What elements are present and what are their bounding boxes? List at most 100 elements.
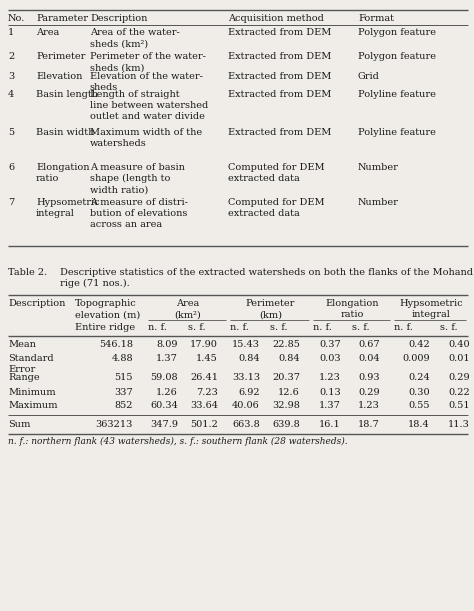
Text: Mean: Mean [8,340,36,349]
Text: n. f.: n. f. [313,323,332,332]
Text: 33.13: 33.13 [232,373,260,382]
Text: 0.29: 0.29 [358,388,380,397]
Text: 11.3: 11.3 [448,420,470,429]
Text: 7.23: 7.23 [196,388,218,397]
Text: Elongation
ratio: Elongation ratio [326,299,379,319]
Text: Perimeter
(km): Perimeter (km) [246,299,295,319]
Text: Perimeter of the water-
sheds (km): Perimeter of the water- sheds (km) [90,52,206,72]
Text: Maximum width of the
watersheds: Maximum width of the watersheds [90,128,202,148]
Text: rige (71 nos.).: rige (71 nos.). [60,279,130,288]
Text: Descriptive statistics of the extracted watersheds on both the flanks of the Moh: Descriptive statistics of the extracted … [60,268,473,277]
Text: Format: Format [358,14,394,23]
Text: Description: Description [90,14,147,23]
Text: 0.84: 0.84 [238,354,260,363]
Text: No.: No. [8,14,26,23]
Text: s. f.: s. f. [352,323,370,332]
Text: Length of straight
line between watershed
outlet and water divide: Length of straight line between watershe… [90,90,208,121]
Text: n. f.: n. f. [148,323,167,332]
Text: Extracted from DEM: Extracted from DEM [228,52,331,61]
Text: 12.6: 12.6 [278,388,300,397]
Text: 1.26: 1.26 [156,388,178,397]
Text: Topographic
elevation (m): Topographic elevation (m) [75,299,140,319]
Text: Polyline feature: Polyline feature [358,128,436,137]
Text: n. f.: n. f. [230,323,249,332]
Text: Number: Number [358,198,399,207]
Text: Perimeter: Perimeter [36,52,85,61]
Text: Extracted from DEM: Extracted from DEM [228,90,331,99]
Text: Polygon feature: Polygon feature [358,52,436,61]
Text: 26.41: 26.41 [190,373,218,382]
Text: 18.7: 18.7 [358,420,380,429]
Text: 20.37: 20.37 [272,373,300,382]
Text: Table 2.: Table 2. [8,268,47,277]
Text: 5: 5 [8,128,14,137]
Text: 4.88: 4.88 [111,354,133,363]
Text: 33.64: 33.64 [190,401,218,410]
Text: Area of the water-
sheds (km²): Area of the water- sheds (km²) [90,28,180,48]
Text: 515: 515 [115,373,133,382]
Text: Range: Range [8,373,40,382]
Text: 18.4: 18.4 [408,420,430,429]
Text: 663.8: 663.8 [232,420,260,429]
Text: 0.29: 0.29 [448,373,470,382]
Text: 17.90: 17.90 [190,340,218,349]
Text: A measure of distri-
bution of elevations
across an area: A measure of distri- bution of elevation… [90,198,188,229]
Text: 1.23: 1.23 [358,401,380,410]
Text: 0.37: 0.37 [319,340,341,349]
Text: 501.2: 501.2 [190,420,218,429]
Text: n. f.: northern flank (43 watersheds), s. f.: southern flank (28 watersheds).: n. f.: northern flank (43 watersheds), s… [8,437,347,446]
Text: Entire ridge: Entire ridge [75,323,135,332]
Text: 0.51: 0.51 [448,401,470,410]
Text: 7: 7 [8,198,14,207]
Text: Parameter: Parameter [36,14,88,23]
Text: 0.22: 0.22 [448,388,470,397]
Text: Extracted from DEM: Extracted from DEM [228,28,331,37]
Text: s. f.: s. f. [440,323,457,332]
Text: 363213: 363213 [96,420,133,429]
Text: 1: 1 [8,28,14,37]
Text: Computed for DEM
extracted data: Computed for DEM extracted data [228,163,325,183]
Text: 8.09: 8.09 [156,340,178,349]
Text: 0.42: 0.42 [408,340,430,349]
Text: 60.34: 60.34 [150,401,178,410]
Text: Polyline feature: Polyline feature [358,90,436,99]
Text: 32.98: 32.98 [272,401,300,410]
Text: Polygon feature: Polygon feature [358,28,436,37]
Text: A measure of basin
shape (length to
width ratio): A measure of basin shape (length to widt… [90,163,185,194]
Text: Elongation
ratio: Elongation ratio [36,163,90,183]
Text: 347.9: 347.9 [150,420,178,429]
Text: Basin width: Basin width [36,128,94,137]
Text: 0.009: 0.009 [402,354,430,363]
Text: 3: 3 [8,72,14,81]
Text: 852: 852 [115,401,133,410]
Text: 6: 6 [8,163,14,172]
Text: Extracted from DEM: Extracted from DEM [228,72,331,81]
Text: 0.40: 0.40 [448,340,470,349]
Text: 337: 337 [114,388,133,397]
Text: 0.30: 0.30 [409,388,430,397]
Text: Area: Area [36,28,59,37]
Text: s. f.: s. f. [270,323,288,332]
Text: 0.55: 0.55 [409,401,430,410]
Text: 1.23: 1.23 [319,373,341,382]
Text: 0.24: 0.24 [408,373,430,382]
Text: Computed for DEM
extracted data: Computed for DEM extracted data [228,198,325,218]
Text: Basin length: Basin length [36,90,98,99]
Text: Extracted from DEM: Extracted from DEM [228,128,331,137]
Text: Elevation: Elevation [36,72,82,81]
Text: 0.04: 0.04 [358,354,380,363]
Text: 6.92: 6.92 [238,388,260,397]
Text: 1.37: 1.37 [156,354,178,363]
Text: 0.13: 0.13 [319,388,341,397]
Text: 22.85: 22.85 [272,340,300,349]
Text: 0.93: 0.93 [358,373,380,382]
Text: 639.8: 639.8 [272,420,300,429]
Text: 15.43: 15.43 [232,340,260,349]
Text: Maximum: Maximum [8,401,57,410]
Text: Sum: Sum [8,420,30,429]
Text: 546.18: 546.18 [99,340,133,349]
Text: 0.01: 0.01 [448,354,470,363]
Text: Elevation of the water-
sheds: Elevation of the water- sheds [90,72,203,92]
Text: 1.45: 1.45 [196,354,218,363]
Text: 16.1: 16.1 [319,420,341,429]
